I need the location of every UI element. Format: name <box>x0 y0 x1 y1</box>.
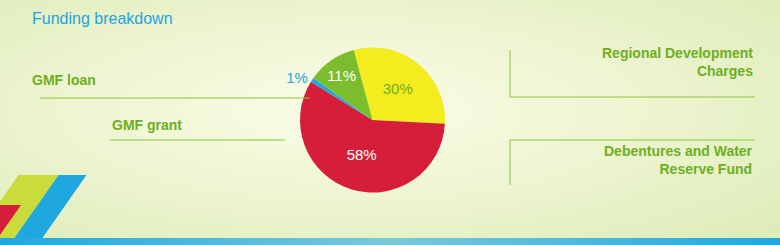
svg-text:11%: 11% <box>327 67 356 84</box>
svg-text:58%: 58% <box>347 146 377 163</box>
svg-text:30%: 30% <box>383 80 413 97</box>
svg-text:Funding breakdown: Funding breakdown <box>32 10 173 27</box>
svg-text:Debentures and WaterReserve Fu: Debentures and WaterReserve Fund <box>604 143 753 177</box>
svg-text:Regional DevelopmentCharges: Regional DevelopmentCharges <box>602 45 753 79</box>
svg-text:1%: 1% <box>286 69 308 86</box>
svg-text:GMF loan: GMF loan <box>32 72 96 88</box>
svg-text:GMF grant: GMF grant <box>112 117 182 133</box>
